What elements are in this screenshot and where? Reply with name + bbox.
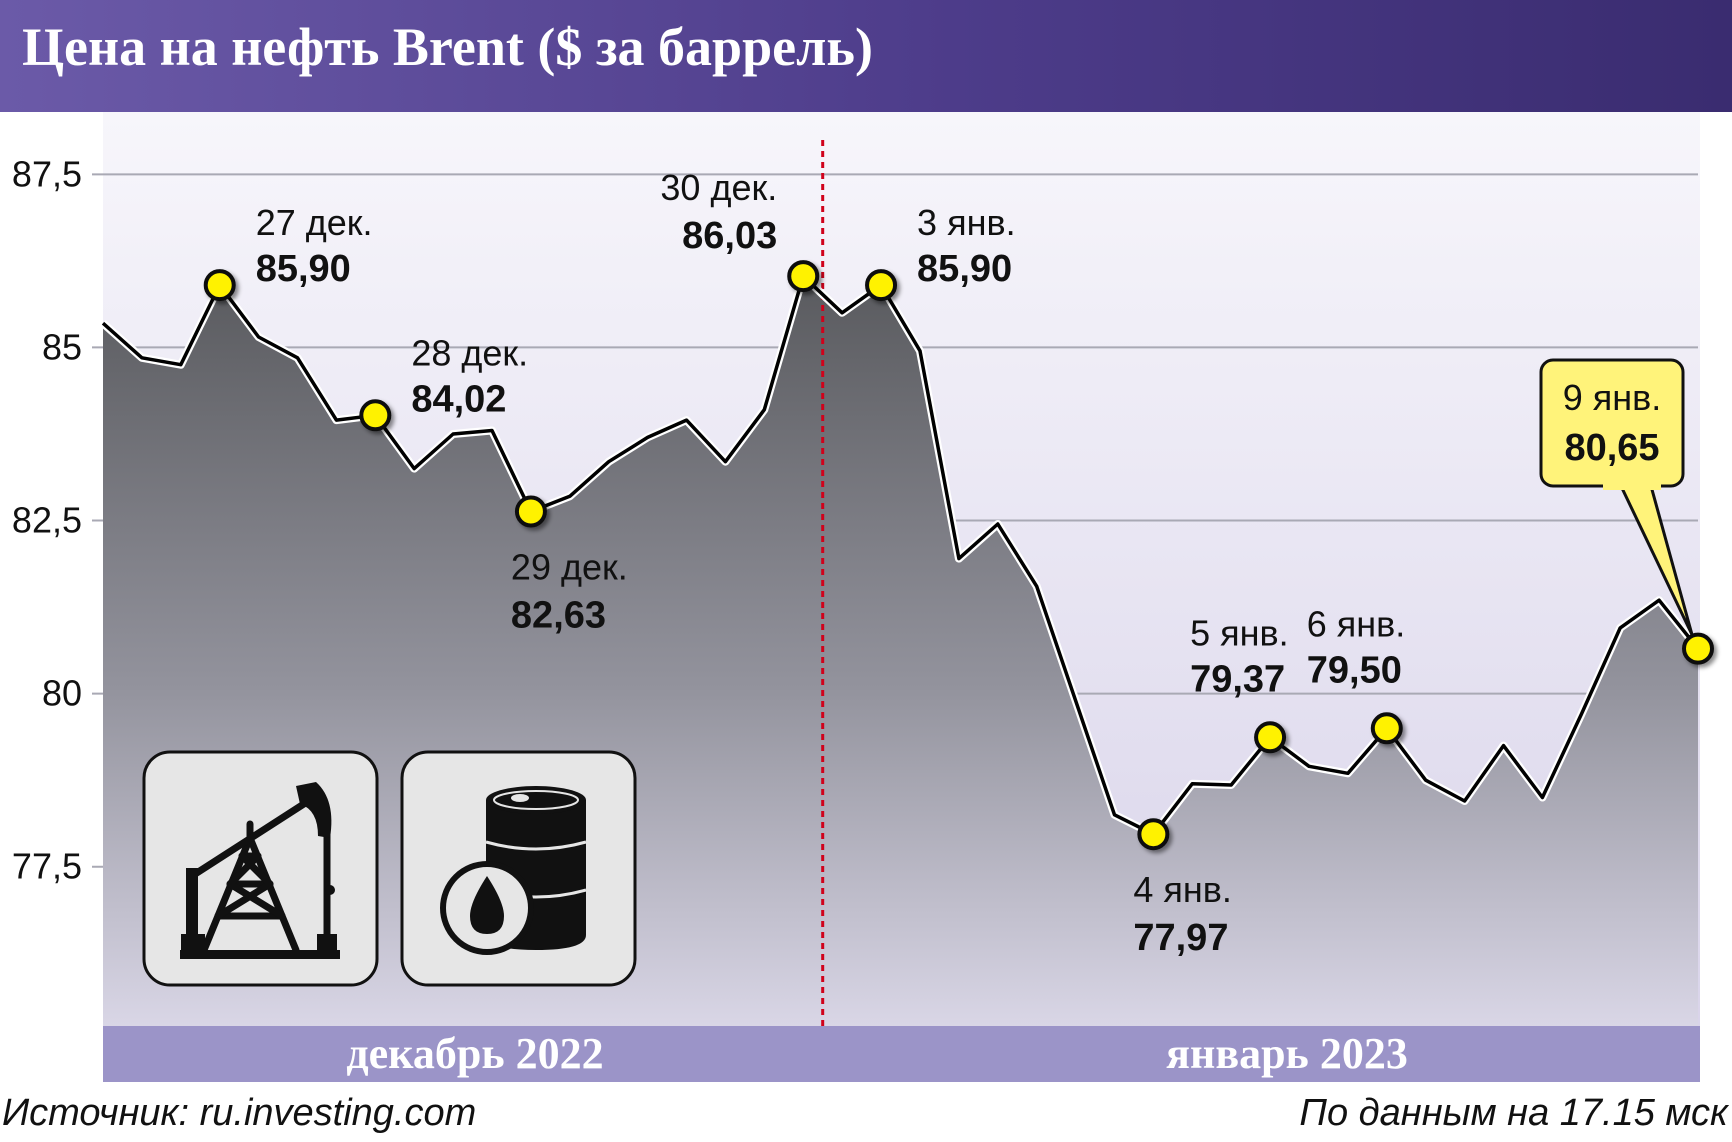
point-markers (203, 260, 1714, 851)
point-annotations: 27 дек. 85,90 28 дек. 84,02 29 дек. 82,63 30 д… (256, 167, 1406, 959)
annotation-value: 82,63 (511, 595, 606, 637)
annotation-date: 28 дек. (411, 332, 528, 373)
data-point-marker (514, 495, 547, 528)
oil-barrel-icon (400, 750, 637, 987)
y-tick-label: 77,5 (12, 846, 82, 887)
data-point-marker (359, 399, 392, 432)
annotation-date: 27 дек. (256, 202, 373, 243)
month-label-december: декабрь 2022 (346, 1029, 603, 1078)
annotation-value: 85,90 (917, 248, 1012, 290)
chart-area: 87,5 85 82,5 80 77,5 декабрь 2022 январь 202… (12, 112, 1714, 1082)
y-tick-label: 85 (42, 326, 82, 367)
annotation-date: 3 янв. (917, 202, 1016, 243)
y-axis-ticks: 87,5 85 82,5 80 77,5 (12, 153, 82, 886)
oil-pump-icon (142, 750, 379, 987)
y-tick-label: 80 (42, 673, 82, 714)
data-point-marker (1682, 632, 1714, 665)
data-point-marker (1254, 721, 1287, 754)
data-point-marker (1370, 712, 1403, 745)
annotation-date: 4 янв. (1133, 869, 1232, 910)
annotation-date: 29 дек. (511, 547, 628, 588)
data-point-marker (787, 260, 820, 293)
annotation-value: 84,02 (411, 378, 506, 420)
annotation-date: 6 янв. (1307, 603, 1406, 644)
annotation-value: 77,97 (1133, 917, 1228, 959)
annotation-date: 30 дек. (660, 167, 777, 208)
month-label-january: январь 2023 (1166, 1029, 1408, 1078)
annotation-value: 85,90 (256, 248, 351, 290)
annotation-value: 79,50 (1307, 649, 1402, 691)
chart-header: Цена на нефть Brent ($ за баррель) (0, 0, 1732, 112)
annotation-value: 86,03 (682, 215, 777, 257)
month-band (103, 1026, 1700, 1082)
annotation-date: 9 янв. (1563, 377, 1662, 418)
last-value-callout: 9 янв. 80,65 (1539, 358, 1694, 636)
chart-title: Цена на нефть Brent ($ за баррель) (22, 17, 873, 77)
annotation-date: 5 янв. (1190, 612, 1289, 653)
y-tick-label: 82,5 (12, 500, 82, 541)
annotation-value: 79,37 (1190, 658, 1285, 700)
data-point-marker (1137, 818, 1170, 851)
source-note: Источник: ru.investing.com (2, 1092, 477, 1134)
data-point-marker (203, 269, 236, 302)
data-point-marker (865, 269, 898, 302)
annotation-value: 80,65 (1564, 427, 1659, 469)
y-tick-label: 87,5 (12, 153, 82, 194)
timestamp-note: По данным на 17.15 мск (1299, 1092, 1728, 1134)
